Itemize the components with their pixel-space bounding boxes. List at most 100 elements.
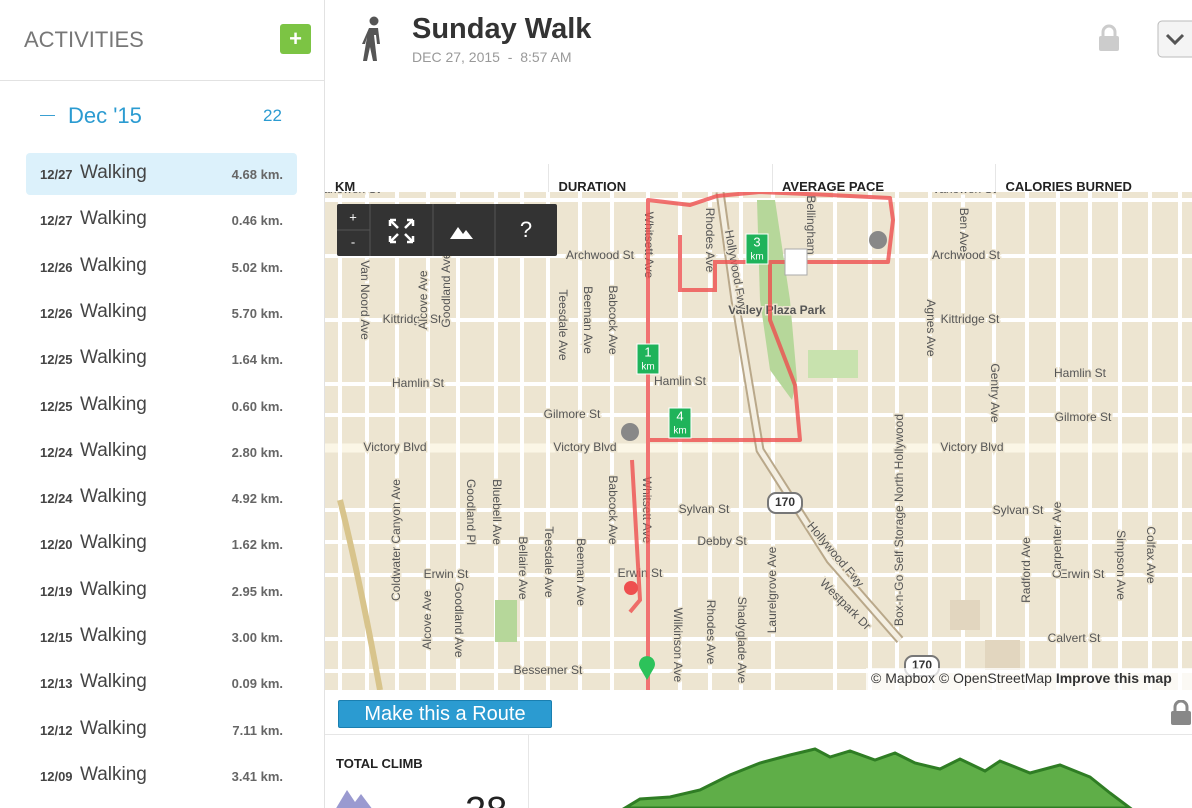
header: Sunday Walk DEC 27, 2015 - 8:57 AM <box>325 0 1192 82</box>
activity-row[interactable]: 12/26 Walking 5.02 km. <box>26 246 297 288</box>
dropdown-button[interactable] <box>1157 20 1192 58</box>
attribution: © Mapbox © OpenStreetMap Improve this ma… <box>871 670 1172 686</box>
km-marker <box>636 343 660 375</box>
street-label: Van Noord Ave <box>358 260 372 340</box>
activity-distance: 4.92 km. <box>231 491 283 507</box>
route-pin <box>624 581 638 595</box>
activity-date: 12/25 <box>40 352 73 368</box>
month-label[interactable]: Dec '15 <box>68 103 142 128</box>
street-label: Erwin St <box>424 567 469 581</box>
map[interactable]: Vanowen St Archwood St Kittridge St Hamlin … <box>325 192 1192 690</box>
stats-bar: KM4.68DURATION51:45AVERAGE PACE11:04CALO… <box>325 82 1192 274</box>
street-label: Bellaire Ave <box>516 536 530 599</box>
elevation-chart <box>622 747 1133 808</box>
activity-type: Walking <box>80 578 147 600</box>
activity-date: 12/26 <box>40 305 73 321</box>
route-button[interactable]: Make this a Route <box>338 700 552 728</box>
highway-number: 170 <box>775 495 795 509</box>
improve-map-link[interactable]: Improve this map <box>1056 670 1172 686</box>
activity-row[interactable]: 12/24 Walking 2.80 km. <box>26 431 297 473</box>
route <box>678 235 757 292</box>
activity-row[interactable]: 12/09 Walking 3.41 km. <box>26 755 297 797</box>
stat-label: AVERAGE PACE <box>782 179 885 194</box>
divider <box>325 734 1192 735</box>
activity-date: 12/24 <box>40 444 73 460</box>
activity-row[interactable]: 12/24 Walking 4.92 km. <box>26 477 297 519</box>
activity-row[interactable]: 12/19 Walking 2.95 km. <box>26 570 297 612</box>
add-button[interactable]: + <box>280 24 311 54</box>
activity-date: 12/27 <box>40 213 73 229</box>
street-label: Erwin St <box>1060 567 1105 581</box>
activity-row[interactable]: 12/27 Walking 0.46 km. <box>26 199 297 241</box>
fullscreen-button[interactable] <box>388 218 415 244</box>
pause-pin[interactable] <box>869 231 887 249</box>
activity-date: 12/13 <box>40 676 73 692</box>
sidebar-title: ACTIVITIES <box>24 27 144 52</box>
lock-icon[interactable] <box>1170 700 1192 726</box>
activity-date: 12/19 <box>40 583 73 599</box>
activity-type: Walking <box>80 254 147 276</box>
zoom-out[interactable]: - <box>351 234 355 249</box>
activity-distance: 0.46 km. <box>231 213 283 229</box>
street-label: Kittridge St <box>383 312 442 326</box>
stat-label: CALORIES BURNED <box>1005 179 1132 194</box>
activity-type: Walking <box>80 763 147 785</box>
activity-type: Walking <box>80 162 147 183</box>
km-number: 4 <box>676 408 683 423</box>
street-label: Archwood St <box>566 248 635 262</box>
street-label: Beeman Ave <box>574 538 588 606</box>
start-pin[interactable] <box>638 656 655 680</box>
activity-distance: 3.00 km. <box>231 630 283 645</box>
activity-type: Walking <box>80 393 147 415</box>
street-label: Hamlin St <box>654 374 707 388</box>
km-number: 3 <box>753 234 760 249</box>
street-label: Wilkinson Ave <box>671 608 685 683</box>
activity-row[interactable]: 12/13 Walking 0.09 km. <box>26 662 297 704</box>
activity-date: 12/27 <box>40 167 73 182</box>
climb-label: TOTAL CLIMB <box>336 756 423 771</box>
street-label: Goodland Pl <box>464 479 478 545</box>
activity-date: 12/20 <box>40 537 73 553</box>
street-label: Bluebell Ave <box>490 479 504 545</box>
attribution-text: © Mapbox © OpenStreetMap <box>871 670 1052 686</box>
activity-row[interactable]: 12/27 Walking 4.68 km. <box>26 153 297 195</box>
activity-distance: 4.68 km. <box>231 167 283 182</box>
street-label: Rhodes Ave <box>704 600 718 665</box>
street-label: Beeman Ave <box>581 286 595 354</box>
activity-row[interactable]: 12/15 Walking 3.00 km. <box>26 616 297 658</box>
activity-type: Walking <box>80 625 147 646</box>
street-label: Agnes Ave <box>924 299 938 356</box>
activity-distance: 0.09 km. <box>231 676 283 692</box>
separator: - <box>507 49 513 65</box>
km-unit: km <box>641 362 654 373</box>
pause-pin[interactable] <box>621 423 639 441</box>
street-label: Calvert St <box>1048 631 1101 645</box>
activity-row[interactable]: 12/25 Walking 1.64 km. <box>26 338 297 380</box>
zoom-in[interactable]: + <box>349 209 357 224</box>
activity-date: 12/25 <box>40 398 73 414</box>
street-label: Babcock Ave <box>606 475 620 544</box>
activity-type: Walking <box>80 532 147 554</box>
street-label: Bellingham <box>804 195 818 254</box>
collapse-dash[interactable] <box>40 115 55 116</box>
photo-icon[interactable] <box>784 248 808 276</box>
activity-row[interactable]: 12/12 Walking 7.11 km. <box>26 709 297 751</box>
street-label: Box-n-Go Self Storage North Hollywood <box>892 414 906 626</box>
activity-row[interactable]: 12/20 Walking 1.62 km. <box>26 523 297 565</box>
lock-icon[interactable] <box>1097 24 1121 52</box>
route <box>646 192 895 690</box>
activity-distance: 7.11 km. <box>232 722 283 738</box>
street-label: Victory Blvd <box>553 440 616 454</box>
street-label: Carpenter Ave <box>1050 501 1064 578</box>
terrain-button[interactable] <box>450 227 473 239</box>
activity-type: Walking <box>80 347 147 369</box>
help-button[interactable]: ? <box>520 217 532 242</box>
activity-row[interactable]: 12/25 Walking 0.60 km. <box>26 385 297 427</box>
street-label: Babcock Ave <box>606 285 620 354</box>
climb-icon <box>336 790 372 808</box>
activity-distance: 0.60 km. <box>231 398 283 414</box>
street-label: Victory Blvd <box>363 440 426 454</box>
street-label: Archwood St <box>932 248 1001 262</box>
building <box>950 600 980 630</box>
activity-row[interactable]: 12/26 Walking 5.70 km. <box>26 292 297 334</box>
